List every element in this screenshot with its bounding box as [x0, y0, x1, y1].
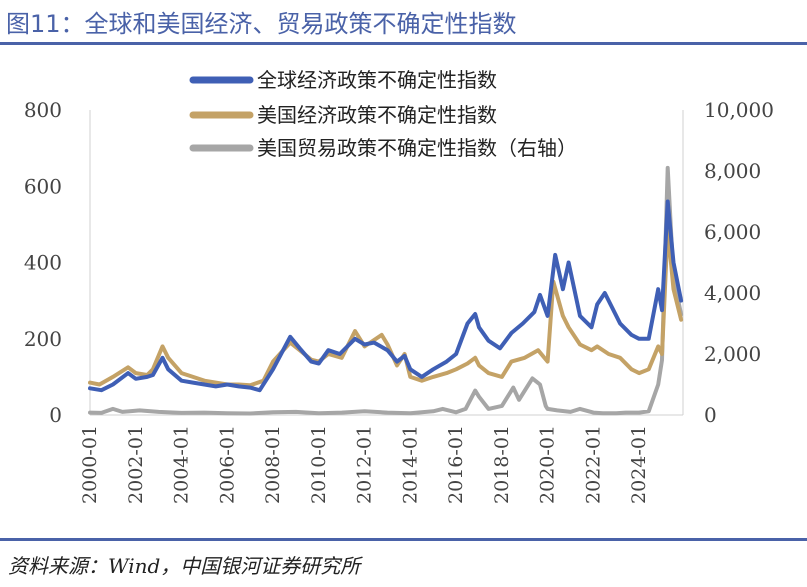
y-right-tick-label: 0 [704, 403, 717, 427]
title-rule [0, 42, 807, 45]
x-tick-label: 2002-01 [125, 425, 147, 504]
chart-axes: 0 200 400 600 800 0 2,000 4,000 6,000 8,000 10,000… [24, 98, 774, 504]
x-tick-label: 2024-01 [628, 425, 650, 504]
x-tick-label: 2014-01 [399, 425, 421, 504]
x-tick-label: 2022-01 [582, 425, 604, 504]
x-tick-label: 2018-01 [491, 425, 513, 504]
legend-label-1: 美国经济政策不确定性指数 [257, 103, 497, 127]
legend-label-0: 全球经济政策不确定性指数 [257, 68, 497, 92]
x-tick-label: 2006-01 [216, 425, 238, 504]
y-left-tick-label: 0 [49, 403, 62, 427]
y-right-tick-label: 6,000 [704, 220, 761, 244]
x-tick-label: 2012-01 [354, 425, 376, 504]
y-left-tick-label: 600 [24, 174, 62, 198]
series-line-0 [88, 199, 684, 393]
source-rule [0, 538, 807, 541]
x-tick-label: 2008-01 [262, 425, 284, 504]
y-left-tick-label: 200 [24, 327, 62, 351]
y-right-tick-label: 4,000 [704, 281, 761, 305]
y-left-tick-label: 800 [24, 98, 62, 122]
x-tick-label: 2016-01 [445, 425, 467, 504]
x-tick-label: 2020-01 [537, 425, 559, 504]
series-line-2 [88, 165, 684, 416]
source-note: 资料来源：Wind，中国银河证券研究所 [8, 554, 361, 578]
y-left-tick-label: 400 [24, 251, 62, 275]
y-right-tick-label: 8,000 [704, 159, 761, 183]
y-right-tick-label: 2,000 [704, 342, 761, 366]
x-tick-label: 2010-01 [308, 425, 330, 504]
figure-title: 图11：全球和美国经济、贸易政策不确定性指数 [6, 10, 517, 38]
x-tick-label: 2004-01 [171, 425, 193, 504]
legend-label-2: 美国贸易政策不确定性指数（右轴） [257, 136, 577, 160]
series-line-1 [88, 226, 684, 388]
x-tick-label: 2000-01 [79, 425, 101, 504]
chart-series [88, 165, 684, 416]
y-right-tick-label: 10,000 [704, 98, 774, 122]
